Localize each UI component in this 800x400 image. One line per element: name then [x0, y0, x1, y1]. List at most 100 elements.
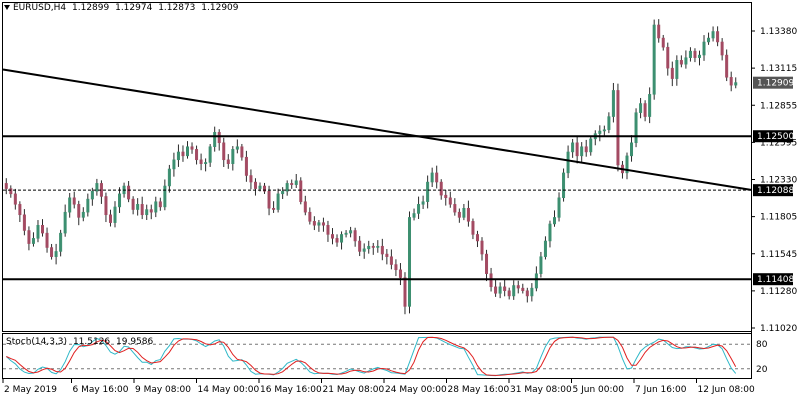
candle-body — [389, 256, 393, 265]
stoch-signal-line — [6, 336, 737, 376]
candle-body — [272, 207, 276, 210]
high-price: 1.12974 — [115, 3, 153, 13]
candle-body — [507, 290, 511, 297]
time-tick-label: 5 Jun 00:00 — [573, 385, 625, 395]
candle-body — [86, 198, 90, 213]
candle-body — [521, 287, 525, 291]
price-tick-label: 1.11805 — [760, 213, 797, 223]
stoch-level-lines: 80 20 — [3, 340, 768, 375]
candle-body — [630, 142, 634, 157]
candle-body — [666, 46, 670, 69]
candle-body — [104, 196, 108, 216]
candle-body — [571, 142, 575, 153]
candlestick-series — [4, 19, 738, 315]
open-price: 1.12899 — [72, 3, 110, 13]
candle-body — [267, 190, 271, 209]
candle-body — [13, 193, 17, 205]
candle-body — [494, 286, 498, 294]
candle-body — [376, 245, 380, 248]
level-tag — [753, 273, 793, 286]
candle-body — [462, 207, 466, 218]
candle-body — [27, 230, 31, 244]
candle-body — [475, 234, 479, 242]
candle-body — [240, 146, 244, 158]
candle-body — [358, 240, 362, 252]
candle-body — [575, 142, 579, 157]
candle-body — [340, 234, 344, 243]
candle-body — [448, 197, 452, 205]
candle-body — [580, 146, 584, 157]
candle-body — [485, 253, 489, 274]
candle-body — [729, 77, 733, 86]
candle-body — [711, 31, 715, 39]
candle-body — [435, 172, 439, 183]
candle-body — [81, 211, 85, 218]
candle-body — [602, 129, 606, 132]
candle-body — [231, 149, 235, 164]
candle-body — [118, 193, 122, 208]
candle-body — [679, 60, 683, 65]
candle-body — [176, 151, 180, 161]
candle-body — [657, 24, 661, 39]
candle-body — [353, 230, 357, 242]
candle-body — [321, 222, 325, 226]
candle-body — [285, 183, 289, 192]
horizontal-levels — [3, 135, 751, 281]
candle-body — [9, 188, 13, 195]
candle-body — [199, 159, 203, 164]
candle-body — [403, 277, 407, 307]
time-axis: 2 May 2019 6 May 16:00 9 May 08:00 14 May 0… — [2, 379, 755, 395]
candle-body — [172, 159, 176, 170]
candle-body — [186, 146, 189, 157]
candle-body — [661, 37, 665, 48]
dropdown-triangle-icon[interactable] — [4, 5, 10, 10]
stoch-main-value: 11.5126 — [72, 337, 111, 347]
candle-body — [217, 132, 221, 144]
candle-body — [466, 207, 470, 222]
candle-body — [408, 217, 412, 307]
candle-body — [693, 50, 697, 58]
candle-body — [412, 213, 416, 218]
candle-body — [244, 156, 248, 176]
candle-body — [281, 190, 285, 195]
candle-body — [553, 217, 556, 225]
candle-body — [140, 204, 144, 216]
candle-body — [335, 238, 339, 243]
candle-body — [439, 181, 443, 196]
price-tick-label: 1.11280 — [760, 287, 797, 297]
candle-body — [371, 245, 375, 248]
price-tick-label: 1.11545 — [760, 250, 797, 260]
candle-body — [444, 194, 448, 199]
price-tick-label: 1.13115 — [760, 64, 797, 74]
stochastic-lines — [5, 336, 737, 377]
trendline[interactable] — [2, 68, 752, 191]
candle-body — [45, 232, 49, 248]
candle-body — [154, 201, 158, 213]
level-tag-label: 1.12088 — [757, 186, 794, 196]
candle-body — [652, 24, 656, 95]
stoch-name: Stoch(14,3,3) — [6, 337, 68, 347]
candle-body — [344, 232, 348, 235]
candle-body — [539, 256, 543, 274]
candle-body — [195, 149, 199, 161]
candle-body — [18, 204, 22, 216]
candle-body — [190, 146, 194, 150]
candle-body — [643, 103, 647, 117]
candle-body — [149, 209, 153, 213]
candle-body — [534, 273, 538, 289]
candle-body — [525, 290, 529, 297]
price-tick-label: 1.13380 — [760, 27, 797, 37]
time-tick-label: 21 May 08:00 — [323, 385, 385, 395]
candle-body — [625, 155, 629, 174]
time-tick-label: 24 May 00:00 — [385, 385, 447, 395]
candle-body — [385, 253, 389, 257]
candle-body — [249, 175, 253, 183]
candle-body — [675, 60, 679, 79]
candle-body — [127, 185, 131, 200]
price-tick-label: 1.12330 — [760, 176, 797, 186]
candle-body — [670, 67, 674, 79]
candle-body — [72, 197, 76, 205]
stoch-level-label: 20 — [756, 365, 768, 375]
time-tick-label: 31 May 08:00 — [510, 385, 572, 395]
